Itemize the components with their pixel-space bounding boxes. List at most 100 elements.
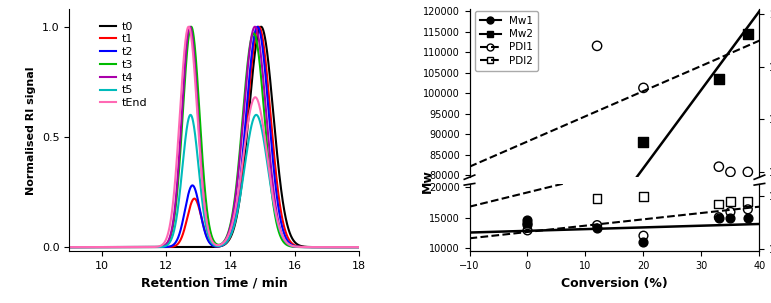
tEnd — [98, 245, 107, 249]
tEnd — [184, 25, 194, 28]
Point — [591, 223, 603, 228]
t4 — [349, 245, 359, 249]
t0 — [98, 245, 107, 249]
t2 — [318, 245, 327, 249]
tEnd — [189, 54, 198, 58]
t4 — [355, 245, 364, 249]
Legend: t0, t1, t2, t3, t4, t5, tEnd: t0, t1, t2, t3, t4, t5, tEnd — [96, 17, 152, 113]
t3 — [355, 245, 364, 249]
Point — [742, 215, 754, 220]
Line: t3: t3 — [69, 27, 359, 247]
tEnd — [318, 245, 327, 249]
Point — [638, 240, 650, 245]
t1 — [189, 198, 198, 201]
t0 — [257, 25, 266, 28]
Line: t4: t4 — [69, 27, 359, 247]
Point — [638, 194, 650, 198]
t0 — [189, 245, 198, 249]
Point — [712, 215, 725, 220]
tEnd — [115, 245, 124, 249]
Line: t5: t5 — [69, 115, 359, 247]
t2 — [98, 245, 107, 249]
t4 — [185, 25, 194, 28]
t2 — [253, 25, 262, 28]
t5 — [318, 245, 327, 249]
t0 — [355, 245, 364, 249]
Point — [724, 169, 736, 174]
X-axis label: Retention Time / min: Retention Time / min — [141, 277, 288, 290]
tEnd — [65, 245, 74, 249]
Point — [712, 76, 725, 81]
t4 — [98, 245, 107, 249]
t4 — [318, 245, 327, 249]
Point — [521, 223, 534, 228]
t2 — [115, 245, 124, 249]
tEnd — [355, 245, 364, 249]
t0 — [65, 245, 74, 249]
X-axis label: Conversion (%): Conversion (%) — [561, 277, 668, 290]
t0 — [115, 245, 124, 249]
Point — [638, 140, 650, 145]
t1 — [98, 245, 107, 249]
t5 — [98, 245, 107, 249]
t3 — [65, 245, 74, 249]
t5 — [355, 245, 364, 249]
Point — [591, 43, 603, 48]
t1 — [355, 245, 364, 249]
t1 — [65, 245, 74, 249]
Point — [742, 169, 754, 174]
t5 — [176, 184, 185, 187]
Line: t0: t0 — [69, 27, 359, 247]
t5 — [189, 120, 198, 124]
Line: t1: t1 — [69, 27, 359, 247]
t5 — [65, 245, 74, 249]
t3 — [176, 146, 185, 150]
Point — [724, 209, 736, 214]
t0 — [176, 245, 185, 249]
Point — [712, 164, 725, 169]
t1 — [176, 238, 185, 242]
Point — [742, 207, 754, 212]
Point — [521, 218, 534, 223]
Y-axis label: Normalised RI signal: Normalised RI signal — [26, 66, 36, 195]
Point — [712, 201, 725, 206]
Point — [742, 31, 754, 36]
Legend: Mw1, Mw2, PDI1, PDI2: Mw1, Mw2, PDI1, PDI2 — [475, 11, 538, 71]
t5 — [349, 245, 359, 249]
t0 — [349, 245, 359, 249]
t3 — [189, 32, 198, 35]
t3 — [318, 245, 327, 249]
t4 — [189, 43, 198, 47]
t5 — [115, 245, 124, 249]
t2 — [349, 245, 359, 249]
t4 — [65, 245, 74, 249]
tEnd — [176, 101, 185, 105]
Text: Mw: Mw — [421, 169, 433, 193]
Point — [742, 199, 754, 204]
Point — [638, 85, 650, 90]
t1 — [318, 245, 327, 249]
Line: tEnd: tEnd — [69, 27, 359, 247]
t4 — [115, 245, 124, 249]
t0 — [318, 245, 327, 249]
Point — [724, 216, 736, 221]
t5 — [186, 113, 195, 117]
t1 — [349, 245, 359, 249]
t1 — [254, 25, 264, 28]
t2 — [65, 245, 74, 249]
Point — [724, 199, 736, 204]
t3 — [98, 245, 107, 249]
t4 — [176, 132, 185, 136]
t3 — [187, 25, 196, 28]
t2 — [189, 184, 198, 188]
Line: t2: t2 — [69, 27, 359, 247]
Point — [591, 196, 603, 201]
Point — [521, 228, 534, 233]
t1 — [115, 245, 124, 249]
Point — [712, 215, 725, 220]
t3 — [115, 245, 124, 249]
tEnd — [349, 245, 359, 249]
t2 — [355, 245, 364, 249]
Point — [638, 233, 650, 238]
Point — [521, 220, 534, 225]
